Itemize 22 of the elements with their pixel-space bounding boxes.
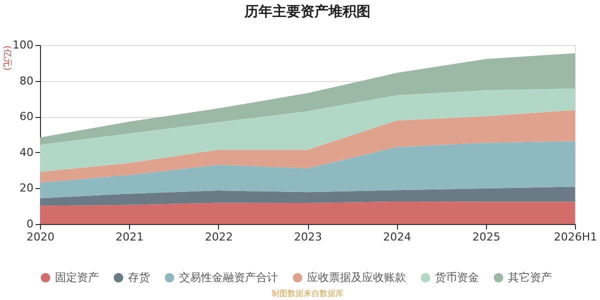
- chart-title: 历年主要资产堆积图: [244, 3, 370, 20]
- y-tick-label: 80: [20, 74, 34, 88]
- y-tick-label: 60: [20, 110, 34, 124]
- x-tick-label: 2023: [294, 230, 322, 244]
- x-tick-label: 2022: [204, 230, 233, 244]
- legend-label: 其它资产: [508, 270, 552, 284]
- legend-label: 应收票据及应收账款: [307, 270, 406, 284]
- y-tick-label: 0: [26, 218, 34, 230]
- legend-label: 存货: [128, 270, 150, 284]
- legend-label: 固定资产: [55, 270, 99, 284]
- legend-label: 交易性金融资产合计: [179, 270, 278, 284]
- y-tick-label: 20: [20, 182, 34, 195]
- y-tick-label: 100: [12, 38, 34, 52]
- x-tick-label: 2026H1: [554, 230, 598, 244]
- x-tick-label: 2025: [472, 230, 500, 244]
- x-tick-label: 2024: [383, 230, 412, 244]
- text: 制图数据来自数据库: [272, 289, 344, 298]
- legend-label: 货币资金: [435, 270, 479, 284]
- y-axis-title: (亿元): [2, 46, 12, 71]
- x-tick-label: 2020: [26, 230, 54, 244]
- x-tick-label: 2021: [116, 230, 144, 244]
- y-tick-label: 40: [20, 146, 34, 159]
